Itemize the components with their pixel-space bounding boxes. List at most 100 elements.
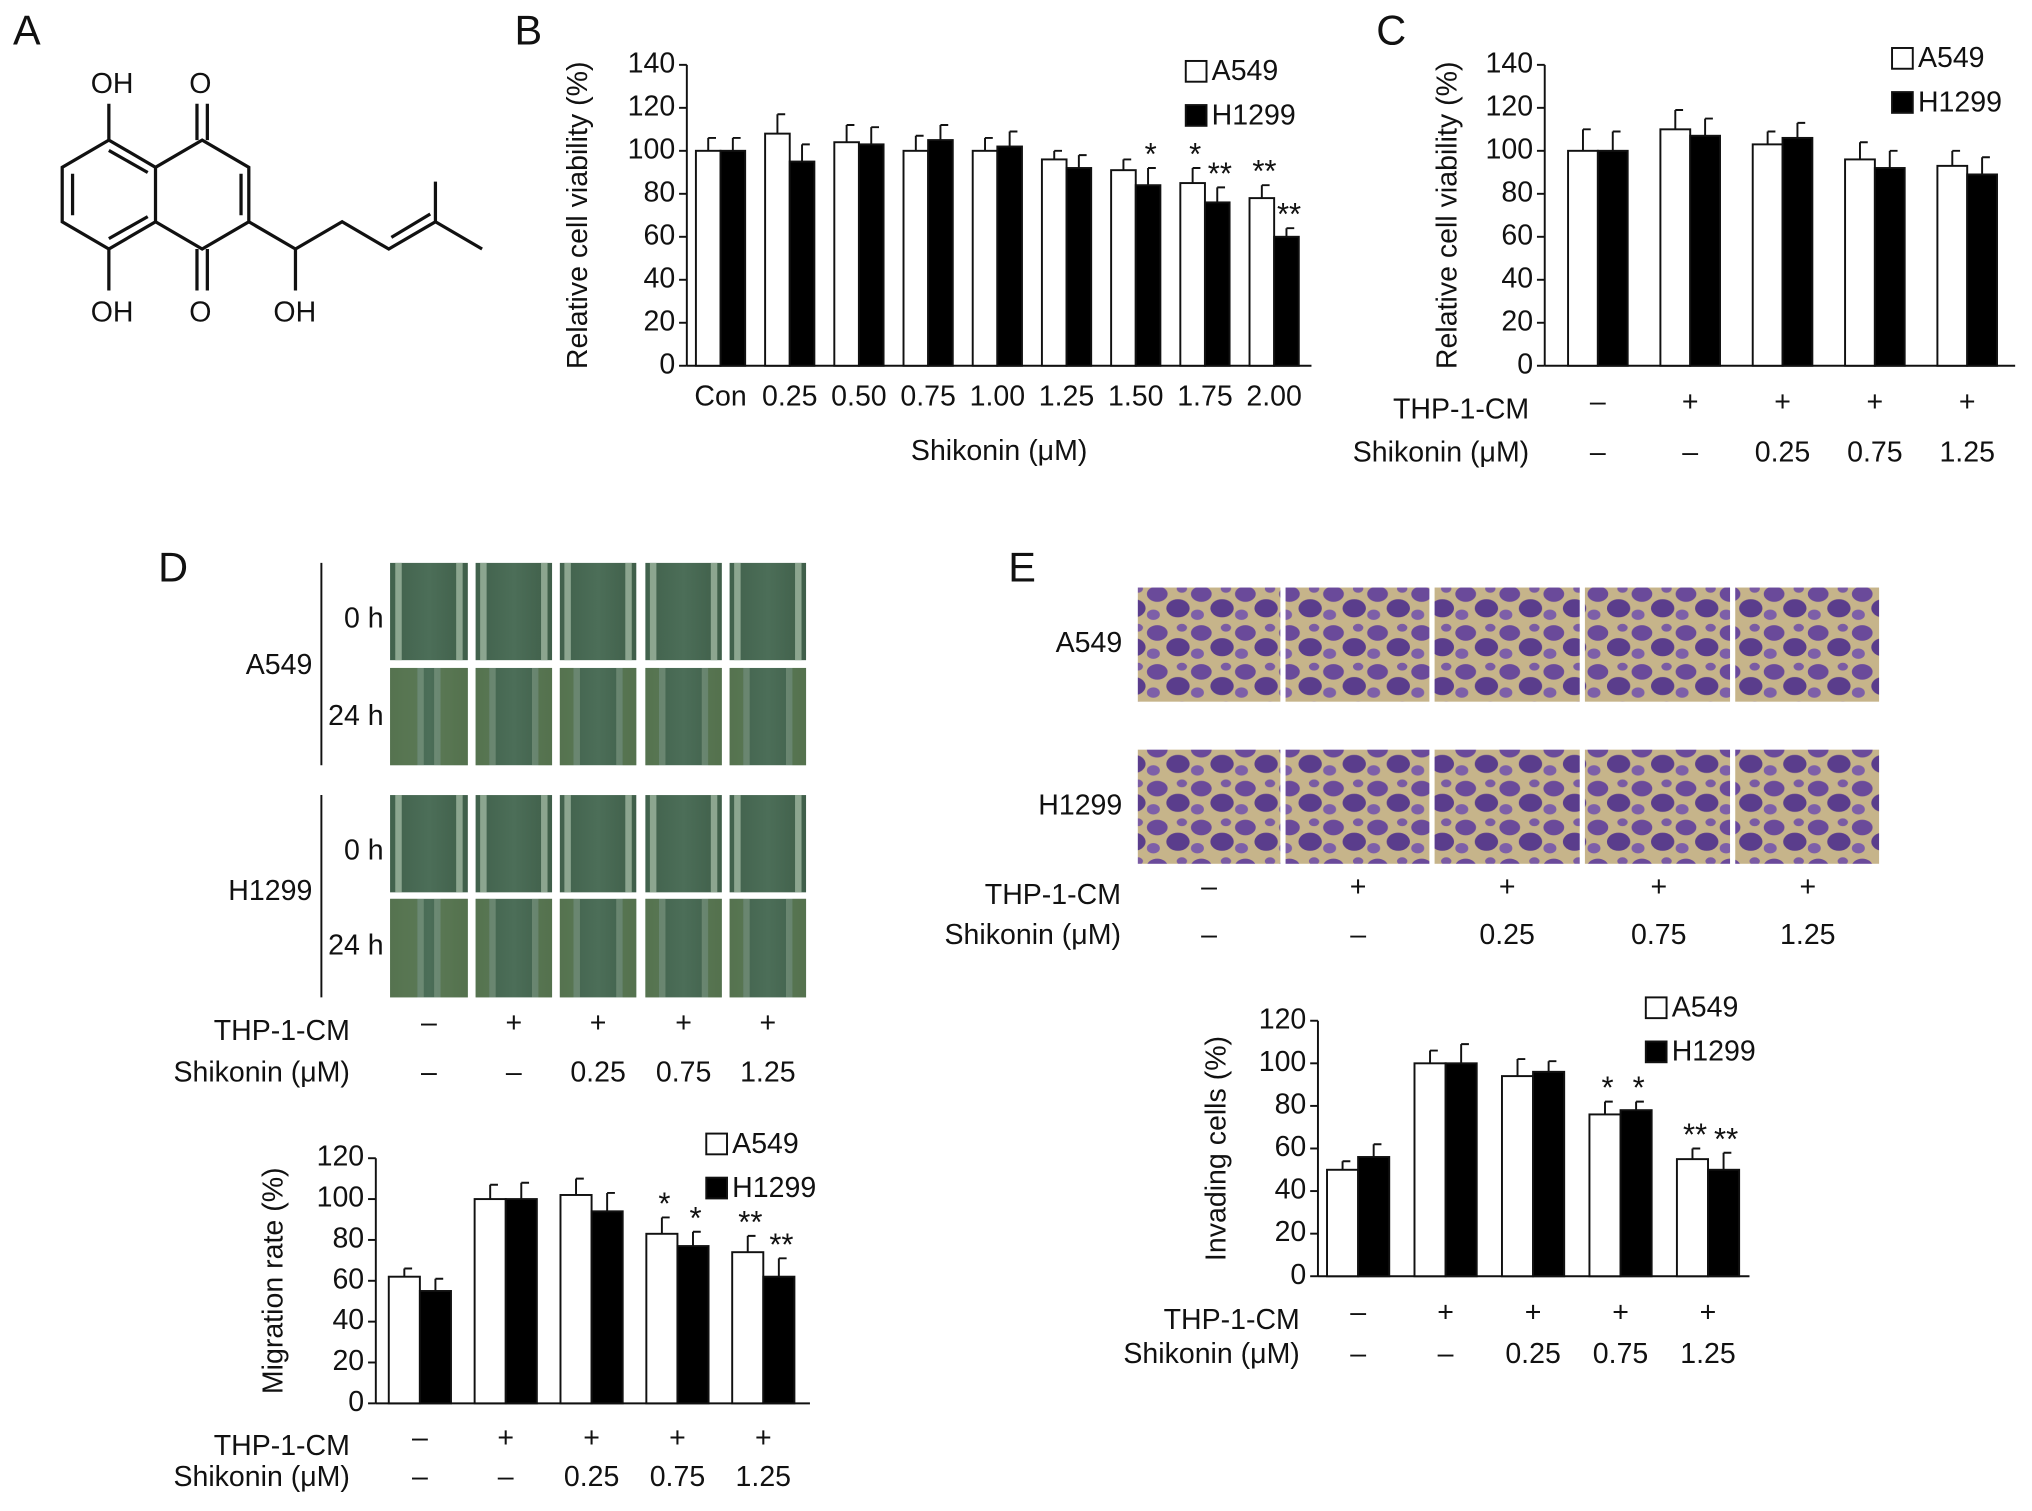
- micrograph: [390, 667, 468, 766]
- error-bar: [707, 136, 716, 151]
- condition-value: –: [1682, 436, 1698, 468]
- scratch-edge: [489, 898, 496, 998]
- error-bar: [1604, 1100, 1613, 1115]
- scratch-edge: [434, 667, 441, 766]
- condition-value: 0.25: [570, 1056, 625, 1088]
- bar: [676, 1245, 710, 1405]
- legend-swatch: [705, 1176, 728, 1200]
- x-tick-label: 1.00: [970, 381, 1025, 413]
- bar: [1065, 167, 1093, 367]
- scratch-edge: [649, 795, 657, 893]
- cells-front: [538, 898, 553, 998]
- legend-swatch: [1644, 996, 1668, 1020]
- cells-front: [708, 667, 722, 766]
- cells-front: [729, 898, 744, 998]
- condition-value: 1.25: [1680, 1338, 1735, 1370]
- condition-value: –: [412, 1461, 428, 1493]
- scratch-edge: [734, 562, 741, 661]
- y-tick-label: 40: [332, 1304, 364, 1336]
- y-tick-label: 80: [332, 1222, 364, 1254]
- micrograph: [729, 795, 807, 893]
- error-bar: [1547, 1060, 1557, 1072]
- condition-value: +: [590, 1007, 607, 1039]
- micrograph: [1285, 749, 1430, 864]
- panel-label: A: [13, 7, 41, 54]
- row-label: A549: [246, 649, 313, 681]
- y-tick-label: 40: [643, 262, 675, 294]
- significance: *: [690, 1200, 702, 1235]
- structure-label: O: [189, 296, 211, 328]
- condition-value: 0.25: [564, 1461, 619, 1493]
- error-bar: [801, 143, 810, 162]
- x-tick-label: 0.25: [762, 381, 817, 413]
- y-tick-label: 100: [628, 133, 676, 165]
- cells-front: [792, 898, 807, 998]
- condition-value: +: [1350, 871, 1367, 903]
- condition-value: –: [1201, 871, 1217, 903]
- error-bar: [777, 1257, 787, 1277]
- panel-label: B: [514, 7, 542, 54]
- scratch-edge: [480, 562, 487, 661]
- micrograph: [729, 898, 807, 998]
- y-tick-label: 20: [1501, 305, 1533, 337]
- error-bar: [1766, 130, 1776, 145]
- scratch-edge: [701, 898, 709, 998]
- bar: [1203, 201, 1231, 367]
- cells-front: [559, 898, 574, 998]
- bar: [1659, 128, 1692, 367]
- scratch-edge: [456, 795, 463, 893]
- scratch-edge: [573, 667, 580, 766]
- y-tick-label: 120: [1486, 90, 1534, 122]
- scratch-edge: [395, 795, 402, 893]
- bar: [1781, 136, 1814, 367]
- scratch-edge: [795, 562, 802, 661]
- condition-value: –: [421, 1056, 437, 1088]
- y-tick-label: 0: [659, 348, 675, 380]
- error-bar: [731, 136, 741, 151]
- condition-value: –: [1350, 1338, 1366, 1370]
- structure-label: OH: [91, 296, 134, 328]
- condition-value: +: [1959, 386, 1976, 418]
- cells-front: [645, 667, 659, 766]
- bar: [1873, 167, 1906, 367]
- condition-value: +: [1499, 871, 1516, 903]
- micrograph: [1285, 587, 1430, 702]
- bar: [1134, 184, 1162, 367]
- bar: [1532, 1070, 1566, 1278]
- error-bar: [1635, 1100, 1644, 1111]
- micrograph: [729, 562, 807, 661]
- bar: [1707, 1168, 1741, 1278]
- y-tick-label: 100: [1486, 133, 1534, 165]
- scratch-edge: [616, 898, 623, 998]
- bar: [1675, 1158, 1709, 1278]
- micrograph: [1137, 587, 1281, 702]
- cells-front: [475, 667, 490, 766]
- significance: **: [1277, 197, 1301, 232]
- condition-value: +: [1700, 1296, 1717, 1328]
- scratch-edge: [564, 562, 571, 661]
- error-bar: [1674, 109, 1684, 130]
- error-bar: [914, 134, 924, 151]
- micrograph: [559, 667, 637, 766]
- scratch-edge: [480, 795, 487, 893]
- condition-value: –: [498, 1461, 514, 1493]
- y-tick-label: 120: [628, 90, 676, 122]
- scratch-edge: [743, 898, 750, 998]
- error-bar: [939, 124, 949, 141]
- y-axis-title: Invading cells (%): [1201, 1036, 1233, 1261]
- error-bar: [606, 1191, 615, 1212]
- cells-front: [559, 667, 574, 766]
- micrograph: [645, 667, 722, 766]
- scratch-edge: [785, 898, 793, 998]
- scratch-edge: [734, 795, 741, 893]
- condition-value: –: [412, 1422, 428, 1454]
- cells-front: [390, 898, 418, 998]
- bar: [1588, 1113, 1622, 1278]
- error-bar: [1796, 121, 1806, 138]
- condition-value: 0.75: [650, 1461, 705, 1493]
- cells-front: [708, 898, 722, 998]
- error-bar: [1053, 149, 1063, 160]
- bar: [1966, 173, 1998, 367]
- bar: [762, 1275, 796, 1405]
